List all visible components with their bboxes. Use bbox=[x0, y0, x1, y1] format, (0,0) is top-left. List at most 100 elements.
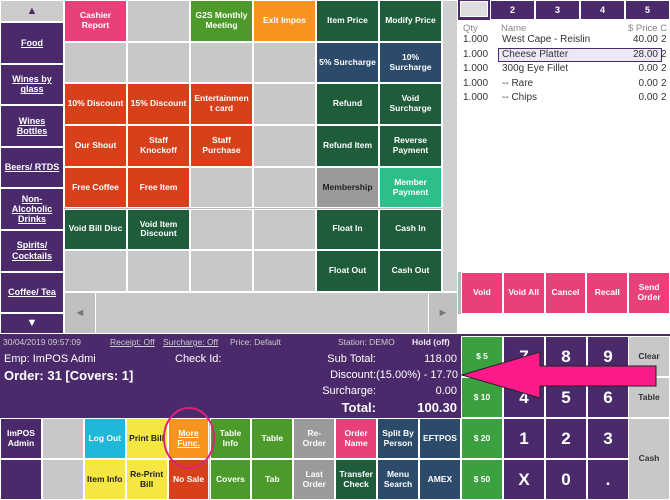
price: 0.00 bbox=[638, 77, 658, 89]
function-button[interactable]: Entertainment card bbox=[190, 83, 253, 126]
bottom-button[interactable]: No Sale bbox=[167, 459, 210, 500]
blank-button bbox=[127, 250, 190, 292]
order-action-button[interactable]: Void All bbox=[502, 272, 545, 314]
bottom-button[interactable]: Tab bbox=[251, 459, 294, 500]
function-button[interactable]: Member Payment bbox=[379, 166, 442, 209]
side-button[interactable]: Cash bbox=[628, 418, 670, 500]
key-button[interactable]: X bbox=[503, 459, 545, 500]
key-button[interactable]: 2 bbox=[545, 418, 587, 459]
status-text: 30/04/2019 09:57:09 bbox=[3, 337, 81, 347]
bottom-button[interactable]: Item Info bbox=[83, 459, 126, 500]
bottom-button[interactable]: Covers bbox=[209, 459, 252, 500]
category-button[interactable]: Non-Alcoholic Drinks bbox=[0, 188, 64, 230]
course: 2 bbox=[661, 48, 667, 60]
order-tab[interactable]: 4 bbox=[580, 0, 625, 20]
bottom-button[interactable]: Re-Print Bill bbox=[125, 459, 168, 500]
price: 40.00 bbox=[632, 34, 658, 45]
cash-button[interactable]: $ 5 bbox=[461, 336, 503, 377]
bottom-button[interactable]: Table Info bbox=[209, 418, 252, 459]
function-button[interactable]: Cashier Report bbox=[64, 0, 127, 42]
category-button[interactable]: Wines Bottles bbox=[0, 105, 64, 147]
category-button[interactable]: Beers/ RTDS bbox=[0, 146, 64, 189]
function-button[interactable]: Free Item bbox=[127, 166, 190, 209]
key-button[interactable]: 3 bbox=[587, 418, 629, 459]
key-button[interactable]: 8 bbox=[545, 336, 587, 377]
function-button[interactable]: Void Surcharge bbox=[379, 83, 442, 126]
side-button[interactable]: Table bbox=[628, 377, 670, 418]
order-action-button[interactable]: Recall bbox=[586, 272, 629, 314]
function-button[interactable]: 5% Surcharge bbox=[316, 41, 379, 84]
scroll-down-button[interactable]: ▼ bbox=[0, 313, 64, 334]
key-button[interactable]: . bbox=[587, 459, 629, 500]
order-action-button[interactable]: Cancel bbox=[544, 272, 587, 314]
order-action-button[interactable]: Send Order bbox=[628, 272, 670, 314]
side-button[interactable]: Clear bbox=[628, 336, 670, 377]
function-button[interactable]: 15% Discount bbox=[127, 83, 190, 126]
function-button[interactable]: Float Out bbox=[316, 250, 379, 292]
category-button[interactable]: Food bbox=[0, 22, 64, 64]
order-tab[interactable]: 3 bbox=[535, 0, 580, 20]
qty: 1.000 bbox=[463, 77, 489, 89]
column-header: $ Price C bbox=[628, 23, 668, 34]
bottom-button[interactable]: Transfer Check bbox=[335, 459, 378, 500]
bottom-button[interactable]: ImPOS Admin bbox=[0, 418, 42, 459]
cash-button[interactable]: $ 20 bbox=[461, 418, 503, 459]
item-name: West Cape - Reislin bbox=[502, 34, 591, 45]
scroll-up-button[interactable]: ▲ bbox=[0, 0, 64, 22]
bottom-button[interactable]: More Func. bbox=[167, 418, 210, 459]
function-button[interactable]: Modify Price bbox=[379, 0, 442, 42]
bottom-button[interactable]: Order Name bbox=[335, 418, 378, 459]
blank-button bbox=[253, 250, 316, 292]
function-button[interactable]: Void Bill Disc bbox=[64, 208, 127, 251]
cash-button[interactable]: $ 10 bbox=[461, 377, 503, 418]
cash-button[interactable]: $ 50 bbox=[461, 459, 503, 500]
function-button[interactable]: Staff Knockoff bbox=[127, 125, 190, 167]
bottom-button[interactable]: Last Order bbox=[293, 459, 336, 500]
grid-nav-bar bbox=[64, 292, 458, 334]
function-button[interactable]: Reverse Payment bbox=[379, 125, 442, 167]
function-button[interactable]: Cash Out bbox=[379, 250, 442, 292]
blank-button bbox=[41, 459, 84, 500]
bottom-button[interactable]: Print Bill bbox=[125, 418, 168, 459]
bottom-button[interactable]: Table bbox=[251, 418, 294, 459]
category-button[interactable]: Wines by glass bbox=[0, 63, 64, 106]
page-left-button[interactable]: ◄ bbox=[64, 292, 96, 334]
key-button[interactable]: 5 bbox=[545, 377, 587, 418]
function-button[interactable]: Item Price bbox=[316, 0, 379, 42]
surcharge-label: Surcharge: bbox=[322, 385, 376, 397]
bottom-button[interactable]: EFTPOS bbox=[419, 418, 461, 459]
function-button[interactable]: Cash In bbox=[379, 208, 442, 251]
order-action-button[interactable]: Void bbox=[461, 272, 503, 314]
key-button[interactable]: 0 bbox=[545, 459, 587, 500]
order-tab[interactable]: 5 bbox=[625, 0, 670, 20]
key-button[interactable]: 9 bbox=[587, 336, 629, 377]
function-button[interactable]: Refund bbox=[316, 83, 379, 126]
course: 2 bbox=[661, 92, 667, 103]
bottom-button[interactable]: AMEX bbox=[419, 459, 461, 500]
function-button[interactable]: Our Shout bbox=[64, 125, 127, 167]
function-button[interactable]: Float In bbox=[316, 208, 379, 251]
blank-button bbox=[190, 166, 253, 209]
order-tab[interactable]: 2 bbox=[490, 0, 535, 20]
bottom-button[interactable]: Re-Order bbox=[293, 418, 336, 459]
function-button[interactable]: G2S Monthly Meeting bbox=[190, 0, 253, 42]
function-button[interactable]: Membership bbox=[316, 166, 379, 209]
category-button[interactable]: Spirits/ Cocktails bbox=[0, 230, 64, 272]
tab-dropdown[interactable] bbox=[460, 1, 488, 17]
function-button[interactable]: 10% Surcharge bbox=[379, 41, 442, 84]
bottom-button[interactable]: Menu Search bbox=[377, 459, 419, 500]
key-button[interactable]: 7 bbox=[503, 336, 545, 377]
function-button[interactable]: 10% Discount bbox=[64, 83, 127, 126]
key-button[interactable]: 4 bbox=[503, 377, 545, 418]
bottom-button[interactable]: Log Out bbox=[83, 418, 126, 459]
key-button[interactable]: 1 bbox=[503, 418, 545, 459]
function-button[interactable]: Exit Impos bbox=[253, 0, 316, 42]
function-button[interactable]: Void Item Discount bbox=[127, 208, 190, 251]
function-button[interactable]: Refund Item bbox=[316, 125, 379, 167]
category-button[interactable]: Coffee/ Tea bbox=[0, 271, 64, 314]
bottom-button[interactable]: Split By Person bbox=[377, 418, 419, 459]
function-button[interactable]: Staff Purchase bbox=[190, 125, 253, 167]
function-button[interactable]: Free Coffee bbox=[64, 166, 127, 209]
page-right-button[interactable]: ► bbox=[428, 292, 458, 334]
key-button[interactable]: 6 bbox=[587, 377, 629, 418]
